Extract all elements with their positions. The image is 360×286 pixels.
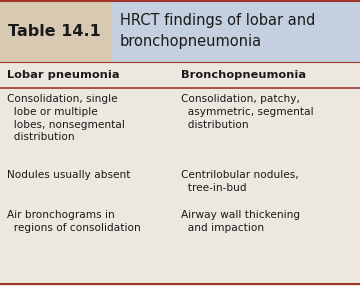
Text: Bronchopneumonia: Bronchopneumonia — [181, 70, 306, 80]
Text: Consolidation, single
  lobe or multiple
  lobes, nonsegmental
  distribution: Consolidation, single lobe or multiple l… — [7, 94, 125, 142]
Text: Air bronchograms in
  regions of consolidation: Air bronchograms in regions of consolida… — [7, 210, 141, 233]
Text: Table 14.1: Table 14.1 — [8, 23, 101, 39]
Bar — [112, 0, 360, 62]
Bar — [0, 0, 112, 62]
Text: Lobar pneumonia: Lobar pneumonia — [7, 70, 120, 80]
Bar — [0, 62, 360, 286]
Text: Consolidation, patchy,
  asymmetric, segmental
  distribution: Consolidation, patchy, asymmetric, segme… — [181, 94, 314, 130]
Text: Centrilobular nodules,
  tree-in-bud: Centrilobular nodules, tree-in-bud — [181, 170, 299, 193]
Text: Airway wall thickening
  and impaction: Airway wall thickening and impaction — [181, 210, 300, 233]
Text: HRCT findings of lobar and
bronchopneumonia: HRCT findings of lobar and bronchopneumo… — [120, 13, 315, 49]
Text: Nodules usually absent: Nodules usually absent — [7, 170, 130, 180]
